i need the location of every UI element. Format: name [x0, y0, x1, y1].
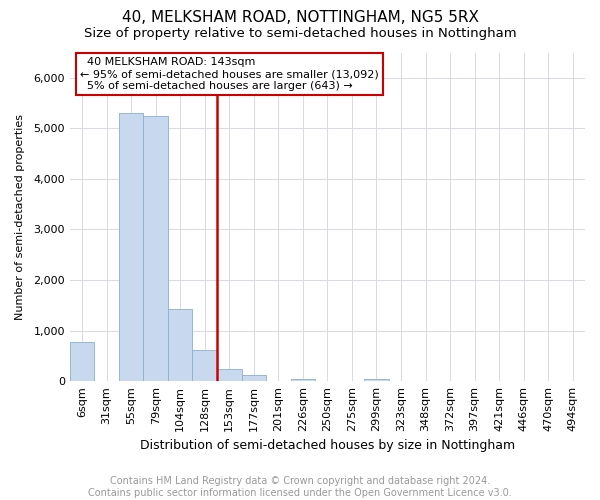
Bar	[242, 375, 266, 381]
Bar	[70, 342, 94, 381]
Bar	[143, 116, 168, 381]
Bar	[364, 379, 389, 381]
Bar	[168, 309, 193, 381]
Bar	[119, 113, 143, 381]
Bar	[217, 368, 242, 381]
Text: 40 MELKSHAM ROAD: 143sqm  
← 95% of semi-detached houses are smaller (13,092)
  : 40 MELKSHAM ROAD: 143sqm ← 95% of semi-d…	[80, 58, 379, 90]
Text: Contains HM Land Registry data © Crown copyright and database right 2024.
Contai: Contains HM Land Registry data © Crown c…	[88, 476, 512, 498]
Bar	[193, 350, 217, 381]
X-axis label: Distribution of semi-detached houses by size in Nottingham: Distribution of semi-detached houses by …	[140, 440, 515, 452]
Text: Size of property relative to semi-detached houses in Nottingham: Size of property relative to semi-detach…	[83, 28, 517, 40]
Text: 40, MELKSHAM ROAD, NOTTINGHAM, NG5 5RX: 40, MELKSHAM ROAD, NOTTINGHAM, NG5 5RX	[121, 10, 479, 25]
Y-axis label: Number of semi-detached properties: Number of semi-detached properties	[15, 114, 25, 320]
Bar	[290, 378, 315, 381]
